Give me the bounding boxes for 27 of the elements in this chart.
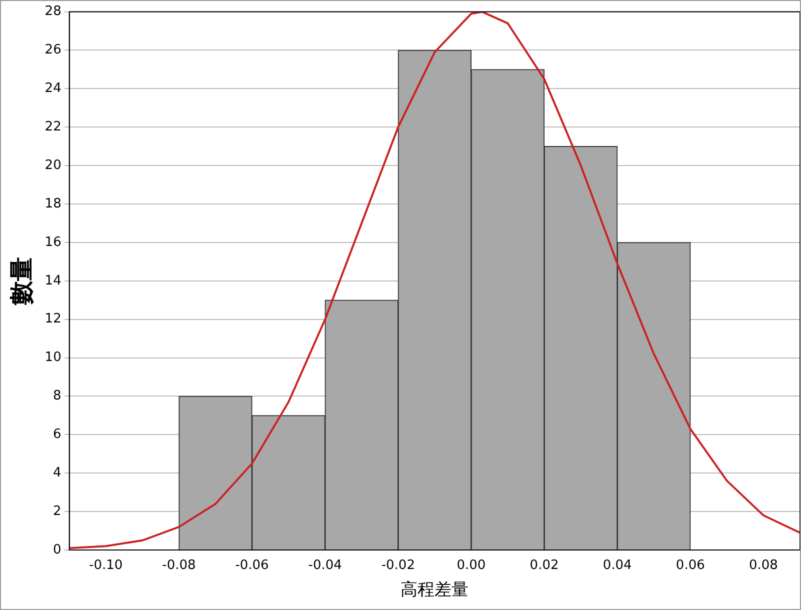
x-tick-label: -0.02 [381, 558, 415, 574]
x-axis-title: 高程差量 [400, 580, 469, 600]
x-tick-label: 0.00 [456, 558, 486, 574]
x-tick-label: -0.10 [89, 558, 123, 574]
y-tick-label: 10 [44, 350, 62, 366]
y-tick-label: 6 [53, 427, 62, 442]
y-tick-label: 20 [44, 158, 62, 173]
y-tick-label: 28 [44, 4, 62, 20]
y-tick-label: 22 [44, 120, 62, 135]
x-tick-label: 0.06 [676, 558, 705, 574]
y-tick-label: 24 [44, 81, 62, 96]
y-tick-label: 26 [44, 42, 62, 58]
x-tick-label: 0.02 [530, 558, 559, 574]
x-tick-label: -0.08 [162, 558, 196, 574]
y-tick-label: 8 [53, 388, 62, 404]
x-tick-label: -0.06 [235, 558, 269, 574]
x-tick-label: 0.08 [748, 558, 778, 574]
y-tick-label: 2 [53, 504, 62, 519]
y-tick-label: 0 [53, 542, 62, 558]
x-tick-label: 0.04 [602, 558, 632, 574]
y-tick-label: 12 [44, 312, 62, 327]
y-axis-title: 數量 [8, 256, 36, 306]
y-tick-label: 14 [44, 273, 62, 288]
y-tick-label: 18 [44, 196, 62, 212]
y-tick-label: 16 [44, 234, 62, 250]
y-tick-label: 4 [53, 465, 62, 480]
x-tick-label: -0.04 [308, 558, 342, 574]
